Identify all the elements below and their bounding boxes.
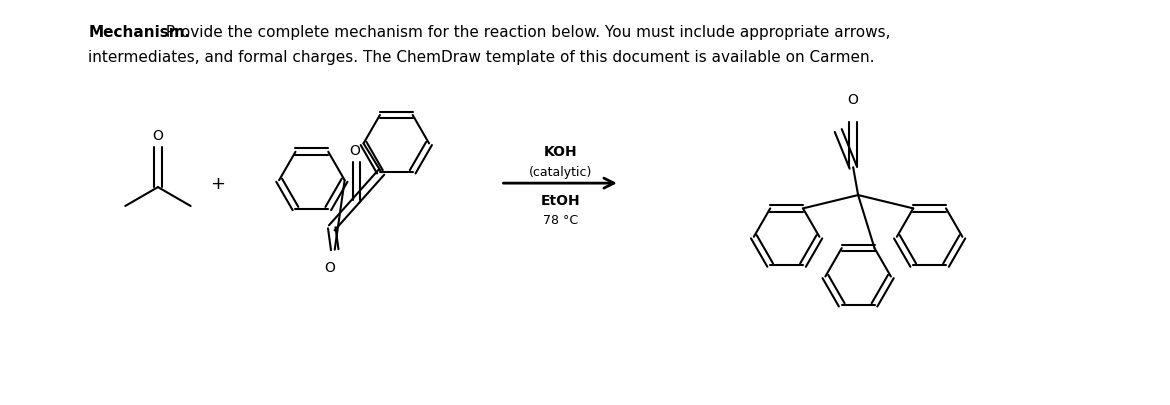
Text: O: O: [349, 143, 360, 158]
Text: Mechanism.: Mechanism.: [89, 25, 191, 40]
Text: O: O: [324, 260, 335, 274]
Text: O: O: [152, 129, 164, 143]
Text: O: O: [848, 92, 859, 107]
Text: KOH: KOH: [543, 145, 577, 159]
Text: 78 °C: 78 °C: [543, 213, 578, 226]
Text: Provide the complete mechanism for the reaction below. You must include appropri: Provide the complete mechanism for the r…: [161, 25, 890, 40]
Text: intermediates, and formal charges. The ChemDraw template of this document is ava: intermediates, and formal charges. The C…: [89, 50, 875, 65]
Text: EtOH: EtOH: [541, 194, 580, 207]
Text: +: +: [211, 175, 225, 193]
Text: (catalytic): (catalytic): [529, 166, 592, 179]
